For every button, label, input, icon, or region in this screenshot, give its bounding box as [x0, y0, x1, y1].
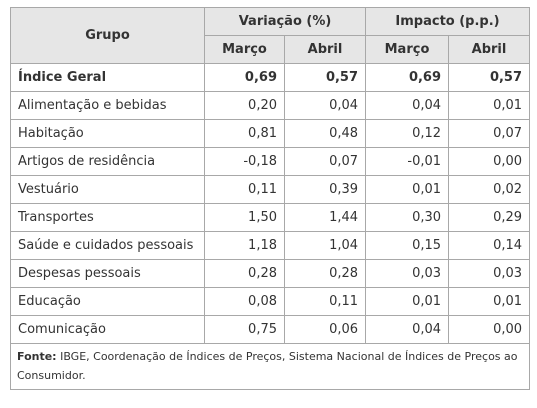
- footer-cell: Fonte: IBGE, Coordenação de Índices de P…: [9, 343, 531, 390]
- value-cell: 0,20: [204, 91, 285, 120]
- value-cell: 0,04: [365, 315, 450, 344]
- value-cell: 1,44: [283, 203, 367, 232]
- footer-text: IBGE, Coordenação de Índices de Preços, …: [17, 350, 518, 382]
- header-cell: Março: [204, 35, 285, 64]
- row-label: Transportes: [10, 203, 205, 232]
- table-row: Índice Geral 0,69 0,57 0,69 0,57: [10, 63, 531, 92]
- value-cell: 0,07: [283, 147, 367, 176]
- value-cell: 0,00: [448, 315, 531, 344]
- row-label: Saúde e cuidados pessoais: [10, 231, 205, 260]
- value-cell: 0,29: [448, 203, 531, 232]
- value-cell: 0,01: [365, 175, 450, 204]
- row-label: Educação: [10, 287, 205, 316]
- value-cell: 1,04: [283, 231, 367, 260]
- value-cell: 0,04: [283, 91, 367, 120]
- value-cell: 0,39: [283, 175, 367, 204]
- price-table: Grupo Variação (%) Impacto (p.p.) Março …: [9, 7, 531, 390]
- value-cell: 0,12: [365, 119, 450, 148]
- value-cell: 0,03: [448, 259, 531, 288]
- value-cell: 0,00: [448, 147, 531, 176]
- value-cell: -0,18: [204, 147, 285, 176]
- table-row: Artigos de residência -0,18 0,07 -0,01 0,00: [10, 147, 531, 176]
- table-row: Saúde e cuidados pessoais 1,18 1,04 0,15 0,1…: [10, 231, 531, 260]
- value-cell: 0,69: [365, 63, 450, 92]
- header-row: Grupo Variação (%) Impacto (p.p.): [10, 7, 531, 64]
- row-label: Alimentação e bebidas: [10, 91, 205, 120]
- value-cell: 0,30: [365, 203, 450, 232]
- value-cell: 0,01: [365, 287, 450, 316]
- value-cell: -0,01: [365, 147, 450, 176]
- value-cell: 0,28: [204, 259, 285, 288]
- value-cell: 0,02: [448, 175, 531, 204]
- footer-row: Fonte: IBGE, Coordenação de Índices de P…: [9, 343, 531, 390]
- value-cell: 0,81: [204, 119, 285, 148]
- row-label: Habitação: [10, 119, 205, 148]
- header-cell: Abril: [283, 35, 367, 64]
- table-row: Educação 0,08 0,11 0,01 0,01: [10, 287, 531, 316]
- value-cell: 0,69: [204, 63, 285, 92]
- value-cell: 0,06: [283, 315, 367, 344]
- value-cell: 0,01: [448, 287, 531, 316]
- table-row: Transportes 1,50 1,44 0,30 0,29: [10, 203, 531, 232]
- value-cell: 0,11: [283, 287, 367, 316]
- header-cell: Abril: [448, 35, 531, 64]
- table-row: Despesas pessoais 0,28 0,28 0,03 0,03: [10, 259, 531, 288]
- header-cell: Impacto (p.p.): [365, 7, 531, 36]
- table-body: Índice Geral 0,69 0,57 0,69 0,57 Alimentação …: [10, 63, 531, 344]
- value-cell: 0,28: [283, 259, 367, 288]
- header-row: Março Abril Março Abril: [11, 35, 531, 64]
- value-cell: 0,11: [204, 175, 285, 204]
- row-label: Índice Geral: [10, 63, 205, 92]
- value-cell: 0,75: [204, 315, 285, 344]
- table-row: Comunicação 0,75 0,06 0,04 0,00: [10, 315, 531, 344]
- row-label: Vestuário: [10, 175, 205, 204]
- row-label: Comunicação: [10, 315, 205, 344]
- value-cell: 0,03: [365, 259, 450, 288]
- row-label: Artigos de residência: [10, 147, 205, 176]
- footer-label: Fonte:: [17, 350, 57, 363]
- value-cell: 0,04: [365, 91, 450, 120]
- value-cell: 1,18: [204, 231, 285, 260]
- table-row: Habitação 0,81 0,48 0,12 0,07: [10, 119, 531, 148]
- value-cell: 0,07: [448, 119, 531, 148]
- row-label: Despesas pessoais: [10, 259, 205, 288]
- value-cell: 0,57: [283, 63, 367, 92]
- value-cell: 0,01: [448, 91, 531, 120]
- header-cell: Março: [365, 35, 450, 64]
- value-cell: 1,50: [204, 203, 285, 232]
- value-cell: 0,57: [448, 63, 531, 92]
- header-cell: Grupo: [10, 7, 205, 64]
- value-cell: 0,48: [283, 119, 367, 148]
- value-cell: 0,08: [204, 287, 285, 316]
- table-row: Vestuário 0,11 0,39 0,01 0,02: [10, 175, 531, 204]
- header-cell: Variação (%): [203, 7, 367, 36]
- value-cell: 0,14: [448, 231, 531, 260]
- value-cell: 0,15: [365, 231, 450, 260]
- table-row: Alimentação e bebidas 0,20 0,04 0,04 0,01: [10, 91, 531, 120]
